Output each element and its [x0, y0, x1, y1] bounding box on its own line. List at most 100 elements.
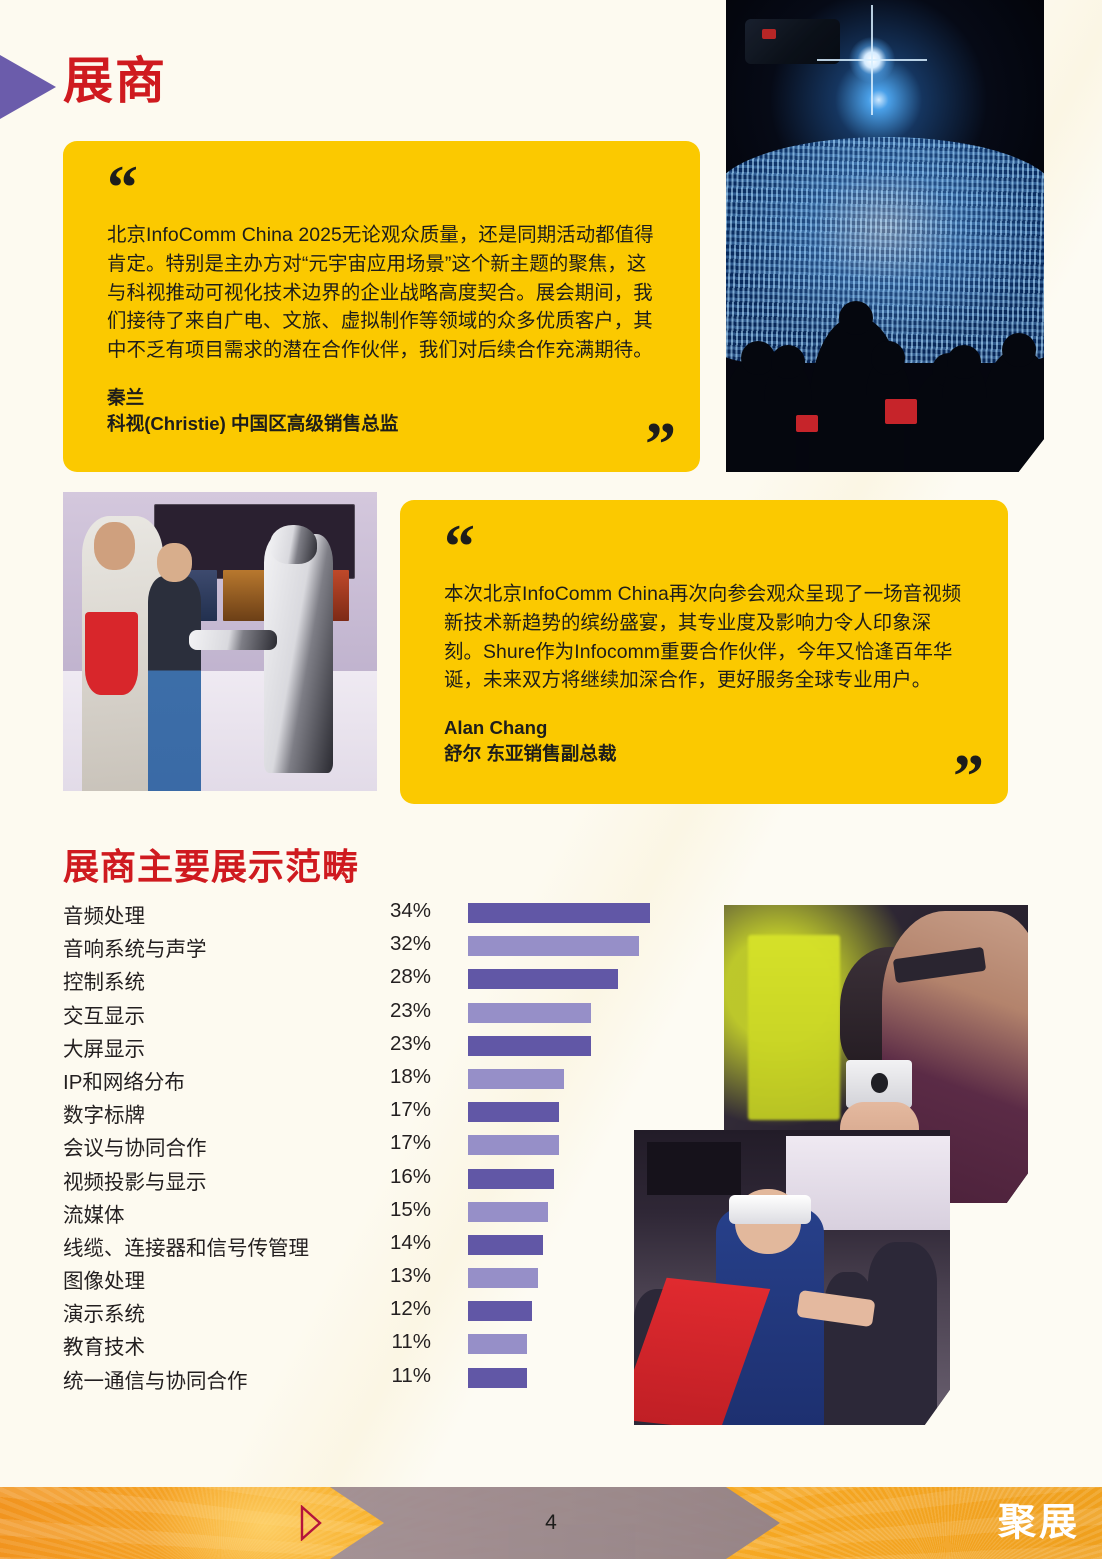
visitor-1-head [94, 521, 136, 570]
footer-chevron-band [330, 1487, 780, 1559]
quote-author: 秦兰 [107, 386, 145, 408]
chart-title: 展商主要展示范畴 [63, 846, 360, 887]
chart-category-label: 视频投影与显示 [63, 1170, 207, 1194]
chart-bar-track [468, 1234, 543, 1255]
chart-value-label: 17% [389, 1131, 431, 1155]
photo-immersive-dome-audience [726, 0, 1044, 472]
chart-category-label: 演示系统 [63, 1303, 145, 1327]
chart-bar [468, 1301, 533, 1322]
chart-category-label: 流媒体 [63, 1203, 125, 1227]
chart-category-label: 音响系统与声学 [63, 938, 207, 962]
quote-role: 舒尔 东亚销售副总裁 [444, 743, 617, 765]
visitor-2-head [157, 542, 192, 582]
chart-row: 会议与协同合作 17% [63, 1129, 663, 1162]
chart-bar-track [468, 1367, 527, 1388]
chart-row: 控制系统 28% [63, 963, 663, 996]
page-number: 4 [545, 1511, 557, 1534]
chart-category-label: 交互显示 [63, 1004, 145, 1028]
chart-category-label: 大屏显示 [63, 1037, 145, 1061]
spotlight-flare [817, 5, 928, 116]
quote-body: 本次北京InfoComm China再次向参会观众呈现了一场音视频新技术新趋势的… [444, 583, 962, 692]
chart-value-label: 13% [389, 1264, 431, 1288]
quote-card-1: “ 北京InfoComm China 2025无论观众质量，还是同期活动都值得肯… [63, 141, 700, 479]
chart-bar-track [468, 1334, 527, 1355]
chart-row: 统一通信与协同合作 11% [63, 1362, 663, 1395]
chart-value-label: 34% [389, 899, 431, 922]
chart-bar [468, 1135, 559, 1156]
chart-category-label: 音频处理 [63, 905, 145, 928]
chart-bar-track [468, 903, 650, 923]
chart-row: 音响系统与声学 32% [63, 930, 663, 963]
dome-screen [726, 136, 1044, 364]
chart-category-label: 线缆、连接器和信号传管理 [63, 1236, 309, 1260]
exhibitor-category-bar-chart: 音频处理 34% 音响系统与声学 32% 控制系统 28% 交互显示 23% 大屏显示 23% IP… [63, 897, 663, 1395]
quote-author: Alan Chang [444, 716, 548, 738]
chart-value-label: 12% [389, 1297, 431, 1321]
quote-card-2: “ 本次北京InfoComm China再次向参会观众呈现了一场音视频新技术新趋… [400, 500, 1008, 811]
chart-value-label: 16% [389, 1164, 431, 1188]
photo-vr-headset-demo [634, 1130, 950, 1425]
footer-glow [143, 1487, 386, 1559]
chart-bar-track [468, 1301, 533, 1322]
page-footer: 4 聚展 [0, 1487, 1102, 1559]
chart-value-label: 11% [391, 1363, 431, 1387]
chart-bar-track [468, 1168, 554, 1189]
chart-bar-track [468, 1201, 549, 1222]
chart-category-label: IP和网络分布 [63, 1070, 185, 1094]
chart-bar [468, 936, 640, 957]
chart-bar-track [468, 1002, 592, 1023]
chart-row: 音频处理 34% [63, 897, 663, 930]
quote-open-icon: “ [107, 154, 138, 222]
chart-bar [468, 1035, 592, 1056]
chart-value-label: 11% [391, 1330, 431, 1354]
chart-value-label: 14% [389, 1230, 431, 1254]
quote-role: 科视(Christie) 中国区高级销售总监 [107, 413, 399, 435]
chart-category-label: 控制系统 [63, 971, 145, 995]
chart-row: IP和网络分布 18% [63, 1063, 663, 1096]
chart-value-label: 15% [389, 1197, 431, 1221]
chart-category-label: 会议与协同合作 [63, 1137, 207, 1161]
chart-bar [468, 1068, 565, 1089]
chart-row: 视频投影与显示 16% [63, 1163, 663, 1196]
play-arrow-icon [300, 1505, 322, 1541]
purple-triangle-icon [0, 55, 56, 119]
chart-bar [468, 1367, 527, 1388]
chart-bar [468, 903, 650, 923]
chart-bar-track [468, 969, 618, 990]
chart-bar-track [468, 1068, 565, 1089]
chart-value-label: 23% [389, 998, 431, 1022]
chart-value-label: 17% [389, 1098, 431, 1122]
page-title: 展商 [63, 53, 167, 109]
chart-bar [468, 1334, 527, 1355]
quote-close-icon: ” [953, 742, 984, 811]
humanoid-robot [263, 533, 334, 774]
chart-bar-track [468, 936, 640, 957]
chart-category-label: 数字标牌 [63, 1104, 145, 1128]
quote-close-icon: ” [645, 410, 676, 479]
chart-value-label: 28% [389, 965, 431, 989]
chart-row: 演示系统 12% [63, 1295, 663, 1328]
chart-row: 数字标牌 17% [63, 1096, 663, 1129]
visitor-2 [147, 575, 202, 791]
chart-row: 图像处理 13% [63, 1262, 663, 1295]
chart-bar [468, 1002, 592, 1023]
lighting-rig [745, 18, 841, 65]
chart-bar [468, 969, 618, 990]
chart-bar [468, 1234, 543, 1255]
chart-category-label: 统一通信与协同合作 [63, 1369, 248, 1393]
chart-category-label: 教育技术 [63, 1336, 145, 1360]
chart-bar-track [468, 1135, 559, 1156]
chart-category-label: 图像处理 [63, 1270, 145, 1294]
robot-head [270, 524, 318, 564]
chart-bar [468, 1102, 559, 1123]
quote-open-icon: “ [444, 513, 475, 581]
quote-body: 北京InfoComm China 2025无论观众质量，还是同期活动都值得肯定。… [107, 224, 654, 361]
chart-row: 线缆、连接器和信号传管理 14% [63, 1229, 663, 1262]
chart-value-label: 32% [389, 932, 431, 956]
chart-bar [468, 1201, 549, 1222]
chart-bar [468, 1268, 538, 1289]
chart-row: 流媒体 15% [63, 1196, 663, 1229]
photo-humanoid-robot-handshake [63, 492, 377, 791]
red-tote-bag [84, 611, 139, 696]
